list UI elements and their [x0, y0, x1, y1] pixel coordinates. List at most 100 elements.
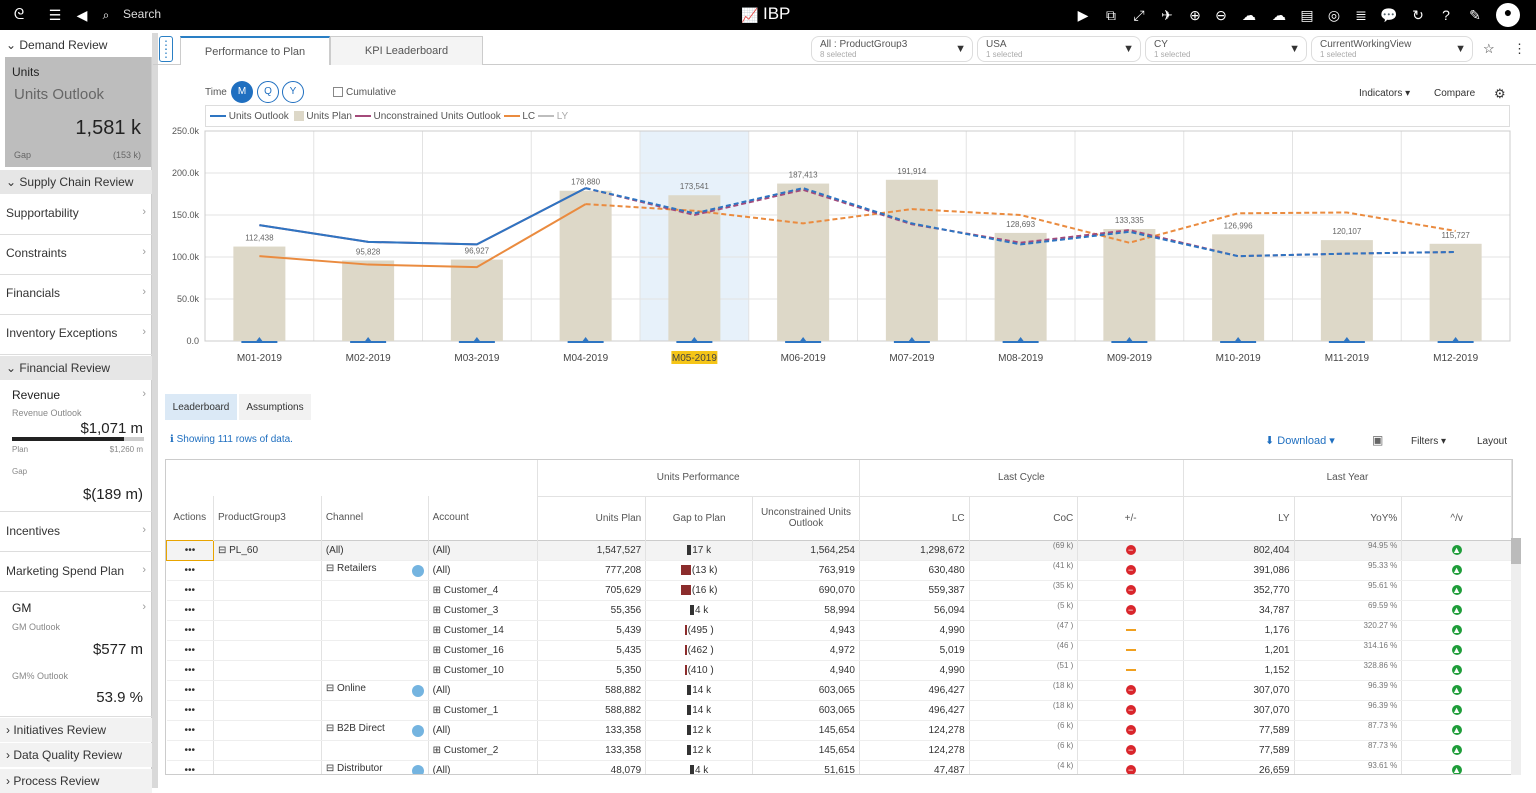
avatar[interactable]: ●: [1496, 3, 1520, 27]
process-review-header[interactable]: › Process Review: [0, 769, 152, 793]
x-tick-label[interactable]: M08-2019: [998, 353, 1043, 364]
col-plus-minus[interactable]: +/-: [1077, 496, 1184, 540]
data-quality-review-header[interactable]: › Data Quality Review: [0, 743, 152, 767]
grid-scrollbar-thumb[interactable]: [1511, 538, 1521, 564]
cell-productgroup[interactable]: [213, 760, 322, 774]
table-row[interactable]: ••• ⊟ B2B Direct (All) 133,358 12 k 145,654 12…: [166, 720, 1512, 741]
table-row[interactable]: ••• ⊟ PL_60 (All) (All) 1,547,527 17 k 1,564,2…: [166, 539, 1512, 561]
initiatives-review-header[interactable]: › Initiatives Review: [0, 718, 152, 742]
cell-account[interactable]: ⊞ Customer_14: [428, 620, 538, 641]
table-row[interactable]: ••• ⊞ Customer_4 705,629 (16 k) 690,070 559,3…: [166, 580, 1512, 601]
row-actions-button[interactable]: •••: [166, 720, 214, 741]
bar-units-plan[interactable]: [1103, 228, 1156, 341]
row-actions-button[interactable]: •••: [166, 660, 214, 681]
table-row[interactable]: ••• ⊞ Customer_3 55,356 4 k 58,994 56,094 (5 k…: [166, 600, 1512, 621]
layout-button[interactable]: Layout: [1477, 436, 1508, 447]
cell-account[interactable]: ⊞ Customer_1: [428, 700, 538, 721]
x-tick-label[interactable]: M06-2019: [781, 353, 826, 364]
cell-productgroup[interactable]: [213, 660, 322, 681]
cell-account[interactable]: (All): [428, 720, 538, 741]
col-coc[interactable]: CoC: [969, 496, 1079, 540]
tab-leaderboard[interactable]: Leaderboard: [165, 394, 237, 420]
cell-channel[interactable]: [321, 700, 429, 721]
legend-plan[interactable]: Units Plan: [306, 111, 352, 122]
x-tick-label[interactable]: M01-2019: [237, 353, 282, 364]
cell-account[interactable]: (All): [428, 680, 538, 701]
legend-lc[interactable]: LC: [522, 111, 536, 122]
expand-icon[interactable]: ⤢: [1133, 7, 1145, 23]
cloud-upload-icon[interactable]: ☁: [1242, 7, 1256, 23]
more-icon[interactable]: ⋮: [1513, 41, 1526, 56]
cell-channel[interactable]: ⊟ Retailers: [321, 560, 429, 581]
x-tick-label[interactable]: M07-2019: [889, 353, 934, 364]
grid-scrollbar[interactable]: [1511, 538, 1521, 775]
add-icon[interactable]: ⊕: [1189, 7, 1201, 23]
col-unconstrained[interactable]: Unconstrained Units Outlook: [752, 496, 860, 540]
x-tick-label[interactable]: M04-2019: [563, 353, 608, 364]
legend-unconstrained[interactable]: Unconstrained Units Outlook: [373, 111, 501, 122]
cell-account[interactable]: (All): [428, 560, 538, 581]
cell-channel[interactable]: [321, 740, 429, 761]
tab-performance-to-plan[interactable]: Performance to Plan: [180, 36, 330, 65]
compare-button[interactable]: Compare: [1434, 88, 1476, 99]
target-icon[interactable]: ◎: [1327, 7, 1341, 23]
cell-channel[interactable]: ⊟ Distributor: [321, 760, 429, 774]
table-row[interactable]: ••• ⊞ Customer_10 5,350 (410 ) 4,940 4,990 (51…: [166, 660, 1512, 681]
cell-account[interactable]: (All): [428, 540, 538, 561]
search-icon[interactable]: ⌕: [102, 8, 110, 22]
cell-account[interactable]: ⊞ Customer_2: [428, 740, 538, 761]
col-ly[interactable]: LY: [1183, 496, 1295, 540]
table-row[interactable]: ••• ⊞ Customer_14 5,439 (495 ) 4,943 4,990 (47…: [166, 620, 1512, 641]
x-tick-label[interactable]: M09-2019: [1107, 353, 1152, 364]
demand-review-header[interactable]: ⌄ Demand Review: [0, 33, 152, 57]
cell-channel[interactable]: [321, 660, 429, 681]
col-actions[interactable]: Actions: [166, 496, 214, 540]
table-row[interactable]: ••• ⊞ Customer_16 5,435 (462 ) 4,972 5,019 (46…: [166, 640, 1512, 661]
x-tick-label[interactable]: M02-2019: [346, 353, 391, 364]
panel-toggle-icon[interactable]: ⋮ ⋮: [159, 36, 173, 62]
tab-assumptions[interactable]: Assumptions: [239, 394, 311, 420]
cell-account[interactable]: ⊞ Customer_10: [428, 660, 538, 681]
filter-view[interactable]: CurrentWorkingView 1 selected ▼: [1311, 36, 1473, 62]
row-actions-button[interactable]: •••: [166, 620, 214, 641]
col-productgroup[interactable]: ProductGroup3: [213, 496, 322, 540]
row-actions-button[interactable]: •••: [166, 580, 214, 601]
bar-units-plan[interactable]: [1320, 240, 1373, 341]
cell-channel[interactable]: [321, 620, 429, 641]
time-yearly-button[interactable]: Y: [282, 81, 304, 103]
supply-chain-review-header[interactable]: ⌄ Supply Chain Review: [0, 170, 152, 194]
col-units-plan[interactable]: Units Plan: [537, 496, 647, 540]
row-actions-button[interactable]: •••: [166, 680, 214, 701]
cell-productgroup[interactable]: [213, 680, 322, 701]
row-actions-button[interactable]: •••: [166, 600, 214, 621]
sidebar-scrollbar[interactable]: [152, 33, 158, 788]
bar-units-plan[interactable]: [777, 183, 830, 341]
financial-review-header[interactable]: ⌄ Financial Review: [0, 356, 152, 380]
cumulative-checkbox[interactable]: [333, 87, 343, 97]
col-gap-to-plan[interactable]: Gap to Plan: [645, 496, 754, 540]
col-lc[interactable]: LC: [859, 496, 970, 540]
settings-gear-icon[interactable]: ⚙: [1494, 86, 1506, 101]
cell-productgroup[interactable]: [213, 720, 322, 741]
search-input[interactable]: Search: [123, 7, 162, 21]
bar-units-plan[interactable]: [559, 190, 612, 341]
x-tick-label[interactable]: M03-2019: [454, 353, 499, 364]
bar-units-plan[interactable]: [994, 232, 1047, 341]
cell-productgroup[interactable]: [213, 620, 322, 641]
sidebar-item-revenue[interactable]: Revenue › Revenue Outlook $1,071 m Plan …: [0, 382, 152, 512]
col-up-down[interactable]: ^/v: [1401, 496, 1512, 540]
cell-account[interactable]: ⊞ Customer_16: [428, 640, 538, 661]
row-actions-button[interactable]: •••: [166, 740, 214, 761]
pdf-icon[interactable]: ▤: [1300, 7, 1314, 23]
chat-icon[interactable]: 💬: [1380, 7, 1398, 23]
filter-country[interactable]: USA 1 selected ▼: [977, 36, 1141, 62]
export-excel-icon[interactable]: ▣: [1372, 433, 1384, 447]
x-tick-label[interactable]: M10-2019: [1216, 353, 1261, 364]
legend-ly[interactable]: LY: [556, 111, 569, 122]
cell-productgroup[interactable]: [213, 740, 322, 761]
globe-icon[interactable]: [411, 725, 424, 737]
sidebar-item-constraints[interactable]: Constraints ›: [0, 235, 152, 275]
x-tick-label[interactable]: M11-2019: [1325, 353, 1370, 364]
logo-icon[interactable]: ᘓ: [13, 6, 25, 23]
sidebar-item-inventory-exceptions[interactable]: Inventory Exceptions ›: [0, 315, 152, 355]
